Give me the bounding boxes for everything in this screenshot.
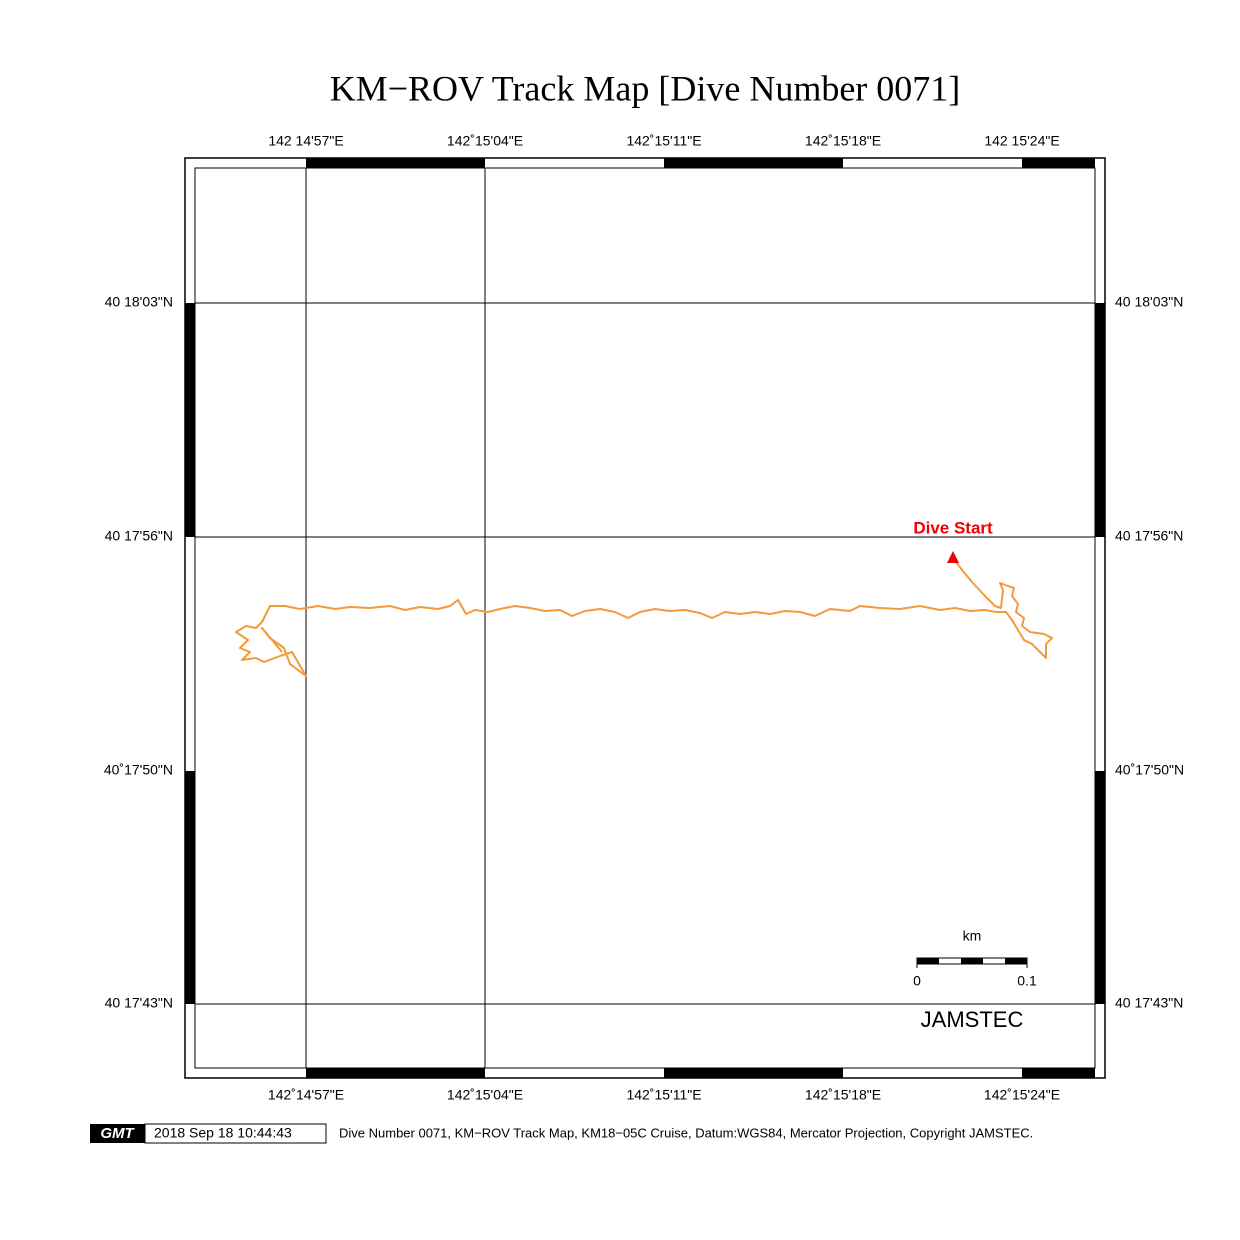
frame-bars <box>185 158 1105 1078</box>
right-label: 40 17'56"N <box>1115 528 1183 544</box>
coordinate-labels: 142 14'57"E 142˚15'04"E 142˚15'11"E 142˚15'… <box>104 133 1184 1103</box>
top-label: 142 15'24"E <box>984 133 1059 149</box>
right-label: 40 17'43"N <box>1115 995 1183 1011</box>
top-label: 142˚15'04"E <box>447 133 523 149</box>
graticule <box>195 168 1095 1068</box>
bottom-label: 142˚14'57"E <box>268 1087 344 1103</box>
logo-box <box>90 1124 145 1143</box>
scale-start: 0 <box>913 973 921 989</box>
top-label: 142˚15'11"E <box>626 133 701 149</box>
bottom-label: 142˚15'04"E <box>447 1087 523 1103</box>
rov-track <box>235 557 1053 677</box>
frame <box>184 157 1106 1079</box>
bottom-label: 142˚15'11"E <box>626 1087 701 1103</box>
bottom-label: 142˚15'18"E <box>805 1087 881 1103</box>
scale-unit: km <box>963 928 982 944</box>
caption: Dive Number 0071, KM−ROV Track Map, KM18… <box>339 1125 1033 1140</box>
top-label: 142 14'57"E <box>268 133 343 149</box>
scale-end: 0.1 <box>1017 973 1037 989</box>
dive-start-marker <box>947 551 959 563</box>
left-label: 40 17'56"N <box>105 528 173 544</box>
map-title: KM−ROV Track Map [Dive Number 0071] <box>330 68 961 108</box>
right-label: 40˚17'50"N <box>1115 762 1184 778</box>
right-label: 40 18'03"N <box>1115 294 1183 310</box>
timestamp: 2018 Sep 18 10:44:43 <box>154 1125 292 1141</box>
logo: GMT <box>100 1125 135 1142</box>
scale-bar <box>916 957 1028 968</box>
watermark: JAMSTEC <box>921 1007 1024 1032</box>
marker-label: Dive Start <box>913 518 993 537</box>
left-label: 40 18'03"N <box>105 294 173 310</box>
timestamp-box <box>144 1123 327 1144</box>
left-label: 40˚17'50"N <box>104 762 173 778</box>
top-label: 142˚15'18"E <box>805 133 881 149</box>
left-label: 40 17'43"N <box>105 995 173 1011</box>
bottom-label: 142˚15'24"E <box>984 1087 1060 1103</box>
